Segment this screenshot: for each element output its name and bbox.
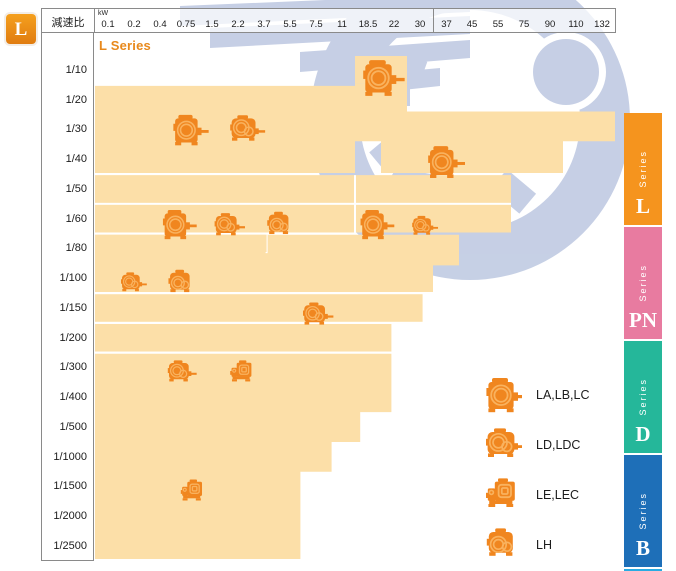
step-notch-1-80 bbox=[95, 234, 267, 253]
ratio-tick-15: 1/2000 bbox=[53, 510, 87, 523]
tab-l-label: L bbox=[635, 194, 650, 218]
ratio-tick-10: 1/300 bbox=[59, 361, 87, 374]
legend-item-label: LH bbox=[536, 538, 552, 552]
legend-item: LH bbox=[484, 520, 614, 570]
series-title: L Series bbox=[99, 38, 151, 53]
chart-bands-and-markers bbox=[95, 56, 615, 559]
chart-marker-9[interactable] bbox=[121, 272, 147, 292]
ratio-tick-1: 1/20 bbox=[65, 93, 87, 106]
gearbox-lh-icon bbox=[484, 526, 524, 564]
kw-tick-12: 30 bbox=[414, 19, 426, 30]
chart-marker-7[interactable] bbox=[360, 210, 395, 240]
chart-marker-6[interactable] bbox=[267, 211, 289, 235]
tab-b-label: B bbox=[635, 536, 650, 560]
kw-tick-1: 0.2 bbox=[127, 19, 141, 30]
ratio-tick-14: 1/1500 bbox=[53, 480, 87, 493]
tab-d-series-label: Series bbox=[638, 378, 648, 416]
ratio-tick-3: 1/40 bbox=[65, 153, 87, 166]
kw-tick-9: 11 bbox=[337, 19, 347, 30]
tab-pn[interactable]: Series PN bbox=[624, 227, 662, 339]
ratio-column-spacer bbox=[42, 33, 93, 55]
ratio-tick-0: 1/10 bbox=[65, 63, 87, 76]
kw-tick-15: 55 bbox=[492, 19, 504, 30]
ratio-tick-16: 1/2500 bbox=[53, 539, 87, 552]
kw-tick-4: 1.5 bbox=[205, 19, 219, 30]
tab-pn-label: PN bbox=[629, 308, 657, 332]
band-ratio-1-200 bbox=[95, 323, 392, 352]
chart-header: 減速比 kW 0.1 0.2 0.4 0.75 1.5 2.2 3.7 5.5 7.5 11 18.… bbox=[41, 8, 616, 33]
kw-tick-2: 0.4 bbox=[153, 19, 167, 30]
series-tab-rail: Series L Series PN Series D Series B 技術資料 bbox=[624, 113, 662, 571]
legend-item-label: LD,LDC bbox=[536, 438, 581, 452]
ratio-axis-column: 1/10 1/20 1/30 1/40 1/50 1/60 1/80 1/100 1/150 1/… bbox=[41, 33, 94, 561]
chart-marker-0[interactable] bbox=[363, 60, 405, 96]
ratio-tick-12: 1/500 bbox=[59, 420, 87, 433]
kw-tick-0: 0.1 bbox=[101, 19, 115, 30]
ratio-header-label: 減速比 bbox=[42, 9, 95, 32]
ratio-tick-13: 1/1000 bbox=[53, 450, 87, 463]
gearbox-le-icon bbox=[484, 476, 524, 514]
chart-plot-area: L Series bbox=[95, 33, 615, 561]
kw-tick-13: 37 bbox=[433, 9, 459, 32]
chart-marker-12[interactable] bbox=[167, 360, 197, 382]
legend-item-label: LA,LB,LC bbox=[536, 388, 590, 402]
kw-header: kW 0.1 0.2 0.4 0.75 1.5 2.2 3.7 5.5 7.5 11 18.5 22 3… bbox=[95, 9, 615, 32]
tab-l-series-label: Series bbox=[638, 150, 648, 188]
ratio-tick-9: 1/200 bbox=[59, 331, 87, 344]
tab-pn-series-label: Series bbox=[638, 264, 648, 302]
kw-tick-7: 5.5 bbox=[283, 19, 297, 30]
chart-marker-1[interactable] bbox=[173, 114, 209, 146]
chart-marker-10[interactable] bbox=[168, 269, 190, 293]
ratio-tick-11: 1/400 bbox=[59, 391, 87, 404]
l-series-logo[interactable]: L bbox=[6, 14, 36, 44]
band-ratio-1-20-to-1-40 bbox=[95, 83, 615, 173]
kw-tick-10: 18.5 bbox=[358, 19, 378, 30]
kw-tick-14: 45 bbox=[466, 19, 478, 30]
band-ratio-1-300-to-1-2500 bbox=[95, 353, 392, 559]
kw-tick-8: 7.5 bbox=[309, 19, 323, 30]
kw-tick-3: 0.75 bbox=[176, 19, 196, 30]
ratio-tick-2: 1/30 bbox=[65, 123, 87, 136]
legend-item-label: LE,LEC bbox=[536, 488, 580, 502]
kw-tick-5: 2.2 bbox=[231, 19, 245, 30]
kw-tick-16: 75 bbox=[518, 19, 530, 30]
ratio-tick-6: 1/80 bbox=[65, 242, 87, 255]
kw-tick-19: 132 bbox=[594, 19, 610, 30]
ratio-tick-5: 1/60 bbox=[65, 212, 87, 225]
gearbox-ld-icon bbox=[484, 426, 524, 464]
ratio-tick-4: 1/50 bbox=[65, 182, 87, 195]
tab-d[interactable]: Series D bbox=[624, 341, 662, 453]
chart-marker-4[interactable] bbox=[162, 210, 197, 240]
kw-tick-18: 110 bbox=[568, 19, 584, 30]
chart-marker-8[interactable] bbox=[412, 215, 439, 235]
chart-marker-11[interactable] bbox=[303, 302, 334, 325]
kw-unit-label: kW bbox=[98, 10, 109, 17]
tab-l[interactable]: Series L bbox=[624, 113, 662, 225]
chart-marker-5[interactable] bbox=[214, 213, 245, 236]
chart-legend: LA,LB,LC LD,LDC LE,LEC LH bbox=[484, 370, 614, 570]
chart-marker-2[interactable] bbox=[230, 115, 266, 141]
ratio-tick-7: 1/100 bbox=[59, 272, 87, 285]
logo-letter: L bbox=[14, 18, 28, 40]
chart-marker-13[interactable] bbox=[230, 360, 252, 382]
chart-marker-14[interactable] bbox=[180, 479, 203, 501]
band-ratio-1-150 bbox=[95, 294, 423, 322]
tab-b[interactable]: Series B bbox=[624, 455, 662, 567]
legend-item: LD,LDC bbox=[484, 420, 614, 470]
ratio-tick-8: 1/150 bbox=[59, 301, 87, 314]
row-divider-1-50 bbox=[95, 202, 511, 205]
tab-d-label: D bbox=[635, 422, 651, 446]
gearbox-la-icon bbox=[484, 376, 524, 414]
kw-tick-6: 3.7 bbox=[257, 19, 271, 30]
tab-b-series-label: Series bbox=[638, 492, 648, 530]
chart-marker-3[interactable] bbox=[428, 146, 465, 178]
tab-tech[interactable]: 技術資料 bbox=[624, 569, 662, 571]
kw-tick-11: 22 bbox=[388, 19, 400, 30]
kw-tick-17: 90 bbox=[544, 19, 556, 30]
legend-item: LA,LB,LC bbox=[484, 370, 614, 420]
col-divider-1-50 bbox=[354, 175, 356, 233]
legend-item: LE,LEC bbox=[484, 470, 614, 520]
